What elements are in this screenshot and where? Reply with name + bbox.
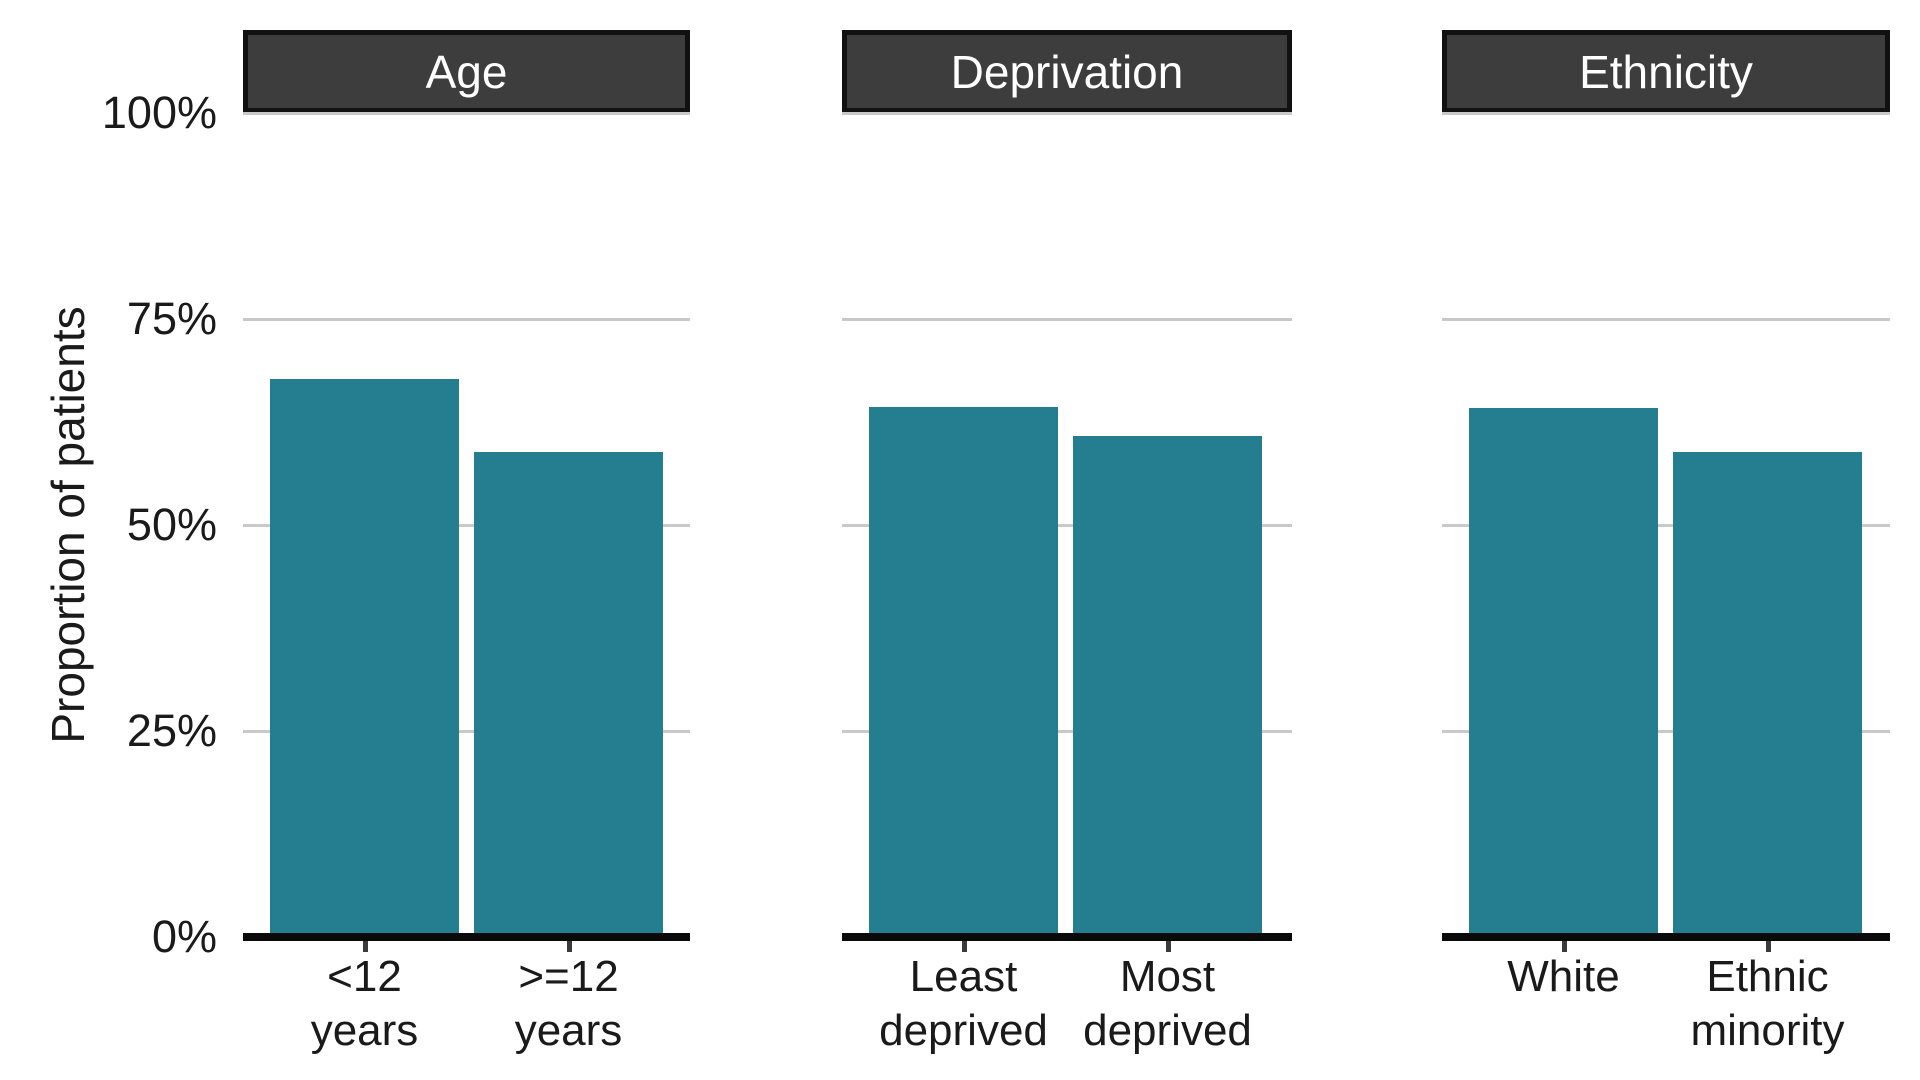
x-tick-mark xyxy=(1561,941,1567,952)
x-category-label-line: White xyxy=(1507,952,1620,1001)
x-category-label-line: Most xyxy=(1119,952,1216,1001)
y-tick-label: 0% xyxy=(151,911,217,962)
bar-least-deprived xyxy=(869,407,1058,937)
x-tick-mark xyxy=(566,941,572,952)
gridline-50 xyxy=(243,524,690,527)
gridline-25 xyxy=(1442,730,1890,733)
gridline-100 xyxy=(1442,112,1890,115)
gridline-75 xyxy=(243,318,690,321)
x-category-label-line: deprived xyxy=(879,1006,1048,1055)
x-category-label: Least deprived xyxy=(879,950,1048,1058)
facet-strip-label: Deprivation xyxy=(950,45,1184,98)
x-category-label-line: Least xyxy=(909,952,1018,1001)
x-axis-line xyxy=(243,933,690,941)
facet-strip-label: Ethnicity xyxy=(1579,45,1753,98)
x-tick-mark xyxy=(961,941,967,952)
y-axis-tick-labels: 0% 25% 50% 75% 100% xyxy=(60,0,217,1080)
x-tick-mark xyxy=(1765,941,1771,952)
facet-strip-label: Age xyxy=(425,45,508,98)
gridline-75 xyxy=(1442,318,1890,321)
y-tick-label: 25% xyxy=(126,705,217,756)
gridline-100 xyxy=(842,112,1292,115)
x-tick-mark xyxy=(362,941,368,952)
bar-white xyxy=(1469,408,1658,937)
x-tick-mark xyxy=(1165,941,1171,952)
gridline-50 xyxy=(1442,524,1890,527)
gridline-25 xyxy=(842,730,1292,733)
x-category-label: Most deprived xyxy=(1083,950,1252,1058)
x-axis-line xyxy=(842,933,1292,941)
x-axis-line xyxy=(1442,933,1890,941)
x-category-label: Ethnic minority xyxy=(1690,950,1844,1058)
facet-strip-deprivation: Deprivation xyxy=(842,30,1292,113)
gridline-75 xyxy=(842,318,1292,321)
x-category-label-line: Ethnic xyxy=(1706,952,1829,1001)
bar-12-years xyxy=(270,379,459,937)
bar-ethnic-minority xyxy=(1673,451,1862,937)
facet-panel-deprivation xyxy=(842,112,1292,941)
x-category-label-line: >=12 xyxy=(518,952,619,1001)
gridline-25 xyxy=(243,730,690,733)
x-category-label: <12 years xyxy=(311,950,419,1058)
gridline-50 xyxy=(842,524,1292,527)
x-category-label-line: minority xyxy=(1690,1006,1845,1055)
x-category-label-line: years xyxy=(310,1006,419,1055)
facet-panel-age xyxy=(243,112,690,941)
y-tick-label: 100% xyxy=(101,87,217,138)
y-tick-label: 50% xyxy=(126,499,217,550)
x-category-label-line: <12 xyxy=(327,952,402,1001)
x-category-label: White xyxy=(1507,950,1619,1004)
bar-12-years xyxy=(474,451,663,937)
x-category-label-line: deprived xyxy=(1083,1006,1252,1055)
facet-strip-ethnicity: Ethnicity xyxy=(1442,30,1890,113)
facet-strip-age: Age xyxy=(243,30,690,113)
bar-most-deprived xyxy=(1073,436,1262,937)
x-category-label-line: years xyxy=(514,1006,623,1055)
gridline-100 xyxy=(243,112,690,115)
x-category-label: >=12 years xyxy=(515,950,623,1058)
facet-panel-ethnicity xyxy=(1442,112,1890,941)
y-tick-label: 75% xyxy=(126,293,217,344)
